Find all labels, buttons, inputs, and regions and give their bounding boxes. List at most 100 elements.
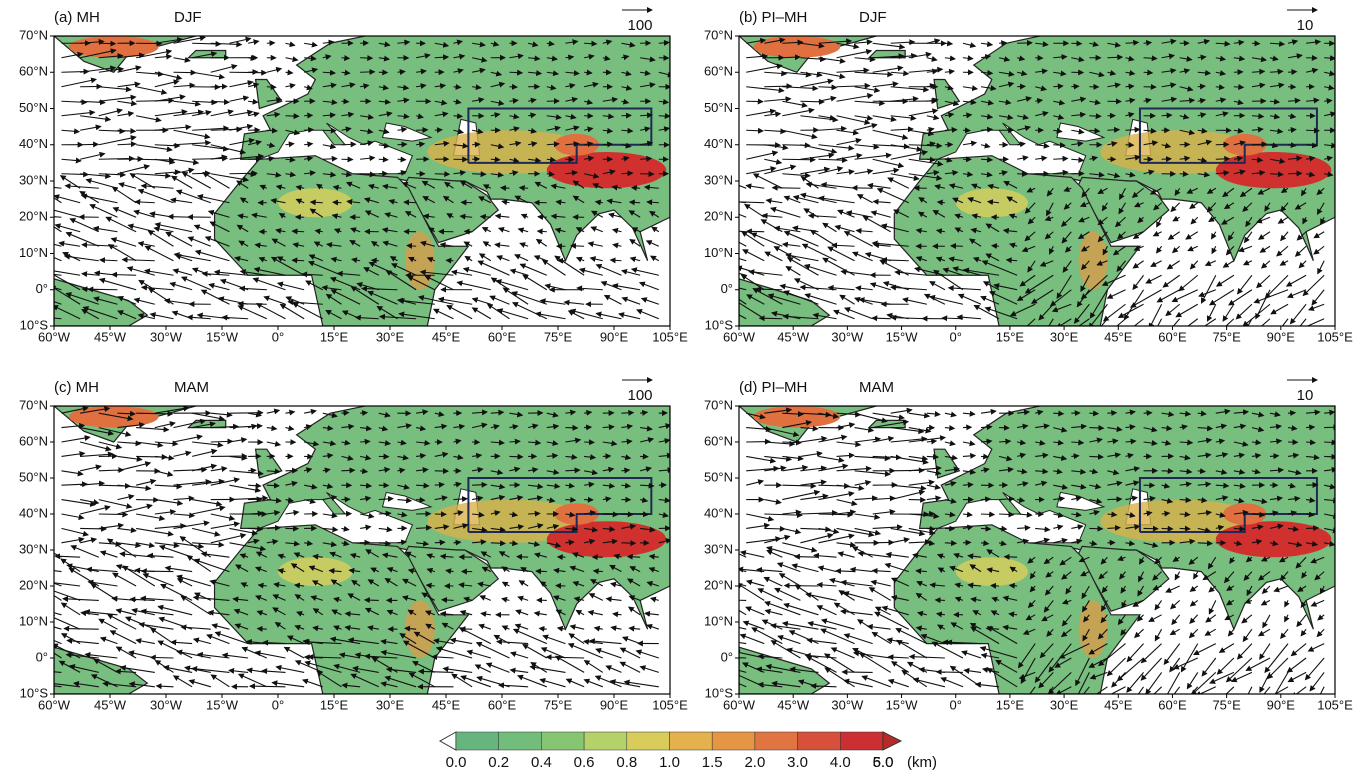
- colorbar-box: [754, 731, 798, 751]
- colorbar-label: 1.0: [659, 754, 680, 771]
- wind-vector: [173, 82, 196, 89]
- wind-vector: [304, 155, 314, 162]
- wind-vector: [351, 257, 361, 264]
- wind-vector: [378, 84, 389, 91]
- wind-vector: [396, 297, 435, 305]
- wind-vector: [1053, 410, 1065, 417]
- wind-vector: [378, 128, 390, 135]
- wind-vector: [363, 267, 380, 276]
- wind-vector: [192, 170, 212, 177]
- wind-vector: [537, 213, 547, 220]
- wind-vector: [378, 142, 391, 149]
- lon-label: 45°E: [1104, 329, 1133, 344]
- wind-vector: [239, 269, 267, 276]
- wind-vector: [389, 256, 398, 262]
- wind-vector: [459, 213, 473, 220]
- map-panel: 70°N60°N50°N40°N30°N20°N10°N0°10°S60°W 45…: [704, 7, 1353, 344]
- lon-label: 45°W: [94, 329, 127, 344]
- wind-vector: [621, 438, 633, 445]
- wind-vector: [341, 111, 355, 118]
- wind-vector: [481, 227, 492, 233]
- wind-vector: [453, 142, 469, 149]
- wind-vector: [209, 221, 230, 233]
- wind-vector: [98, 511, 129, 518]
- wind-vector: [658, 113, 670, 120]
- wind-vector: [221, 314, 249, 321]
- lon-label: 90°E: [600, 697, 629, 712]
- wind-vector: [490, 112, 501, 119]
- wind-vector: [565, 467, 581, 474]
- wind-vector: [490, 99, 505, 106]
- lon-label: 60°E: [488, 329, 517, 344]
- wind-vector: [154, 36, 184, 44]
- colorbar-box: [626, 731, 670, 751]
- wind-vector: [270, 198, 286, 204]
- wind-vector: [61, 77, 97, 88]
- lon-label: 45°W: [777, 329, 810, 344]
- wind-vector: [61, 157, 82, 164]
- wind-vector: [450, 269, 473, 276]
- wind-vector: [322, 99, 338, 106]
- lat-label: 20°N: [19, 209, 48, 224]
- wind-vector: [519, 242, 529, 248]
- wind-vector: [1089, 453, 1105, 460]
- lat-label: 20°N: [19, 577, 48, 592]
- wind-vector: [434, 111, 449, 118]
- wind-vector: [565, 70, 580, 77]
- wind-vector: [575, 227, 585, 233]
- reference-label: 10: [1297, 387, 1314, 404]
- wind-vector: [555, 199, 566, 206]
- wind-vector: [407, 275, 436, 291]
- lat-label: 40°N: [19, 136, 48, 151]
- wind-vector: [584, 40, 598, 47]
- wind-vector: [1125, 83, 1135, 90]
- wind-vector: [154, 53, 173, 60]
- wind-vector: [541, 259, 566, 276]
- wind-vector: [346, 198, 361, 205]
- wind-vector: [520, 213, 529, 220]
- lon-label: 30°W: [831, 697, 864, 712]
- wind-vector: [546, 170, 555, 177]
- wind-vector: [1107, 496, 1123, 503]
- wind-vector: [1306, 424, 1316, 431]
- lon-label: 15°E: [996, 329, 1025, 344]
- lat-label: 30°N: [19, 541, 48, 556]
- wind-vector: [1287, 126, 1297, 133]
- wind-vector: [528, 127, 538, 134]
- wind-vector: [416, 482, 430, 489]
- wind-vector: [154, 79, 180, 88]
- wind-vector: [584, 69, 593, 76]
- colorbar-box: [711, 731, 756, 751]
- wind-vector: [534, 311, 566, 320]
- wind-vector: [602, 55, 611, 62]
- wind-vector: [350, 286, 380, 305]
- wind-vector: [575, 256, 585, 263]
- wind-vector: [1107, 126, 1121, 133]
- wind-vector: [308, 260, 342, 276]
- wind-vector: [237, 305, 268, 320]
- wind-vector: [149, 312, 174, 320]
- wind-vector: [509, 170, 519, 177]
- wind-vector: [137, 241, 155, 247]
- wind-vector: [54, 317, 62, 320]
- wind-vector: [279, 303, 305, 320]
- wind-vector: [464, 255, 473, 262]
- wind-vector: [546, 55, 558, 62]
- wind-vector: [651, 226, 660, 233]
- wind-vector: [196, 194, 230, 204]
- wind-vector: [129, 173, 156, 189]
- wind-vector: [626, 553, 641, 560]
- wind-vector: [154, 94, 186, 102]
- wind-vector: [238, 285, 267, 292]
- wind-vector: [253, 266, 286, 276]
- colorbar-label: 0.8: [616, 754, 637, 771]
- wind-vector: [229, 170, 258, 177]
- wind-vector: [554, 227, 566, 234]
- wind-vector: [621, 296, 641, 305]
- wind-vector: [576, 285, 603, 292]
- lon-label: 0°: [950, 329, 962, 344]
- wind-vector: [471, 307, 492, 320]
- lon-label: 90°E: [1267, 329, 1296, 344]
- wind-vector: [590, 210, 604, 218]
